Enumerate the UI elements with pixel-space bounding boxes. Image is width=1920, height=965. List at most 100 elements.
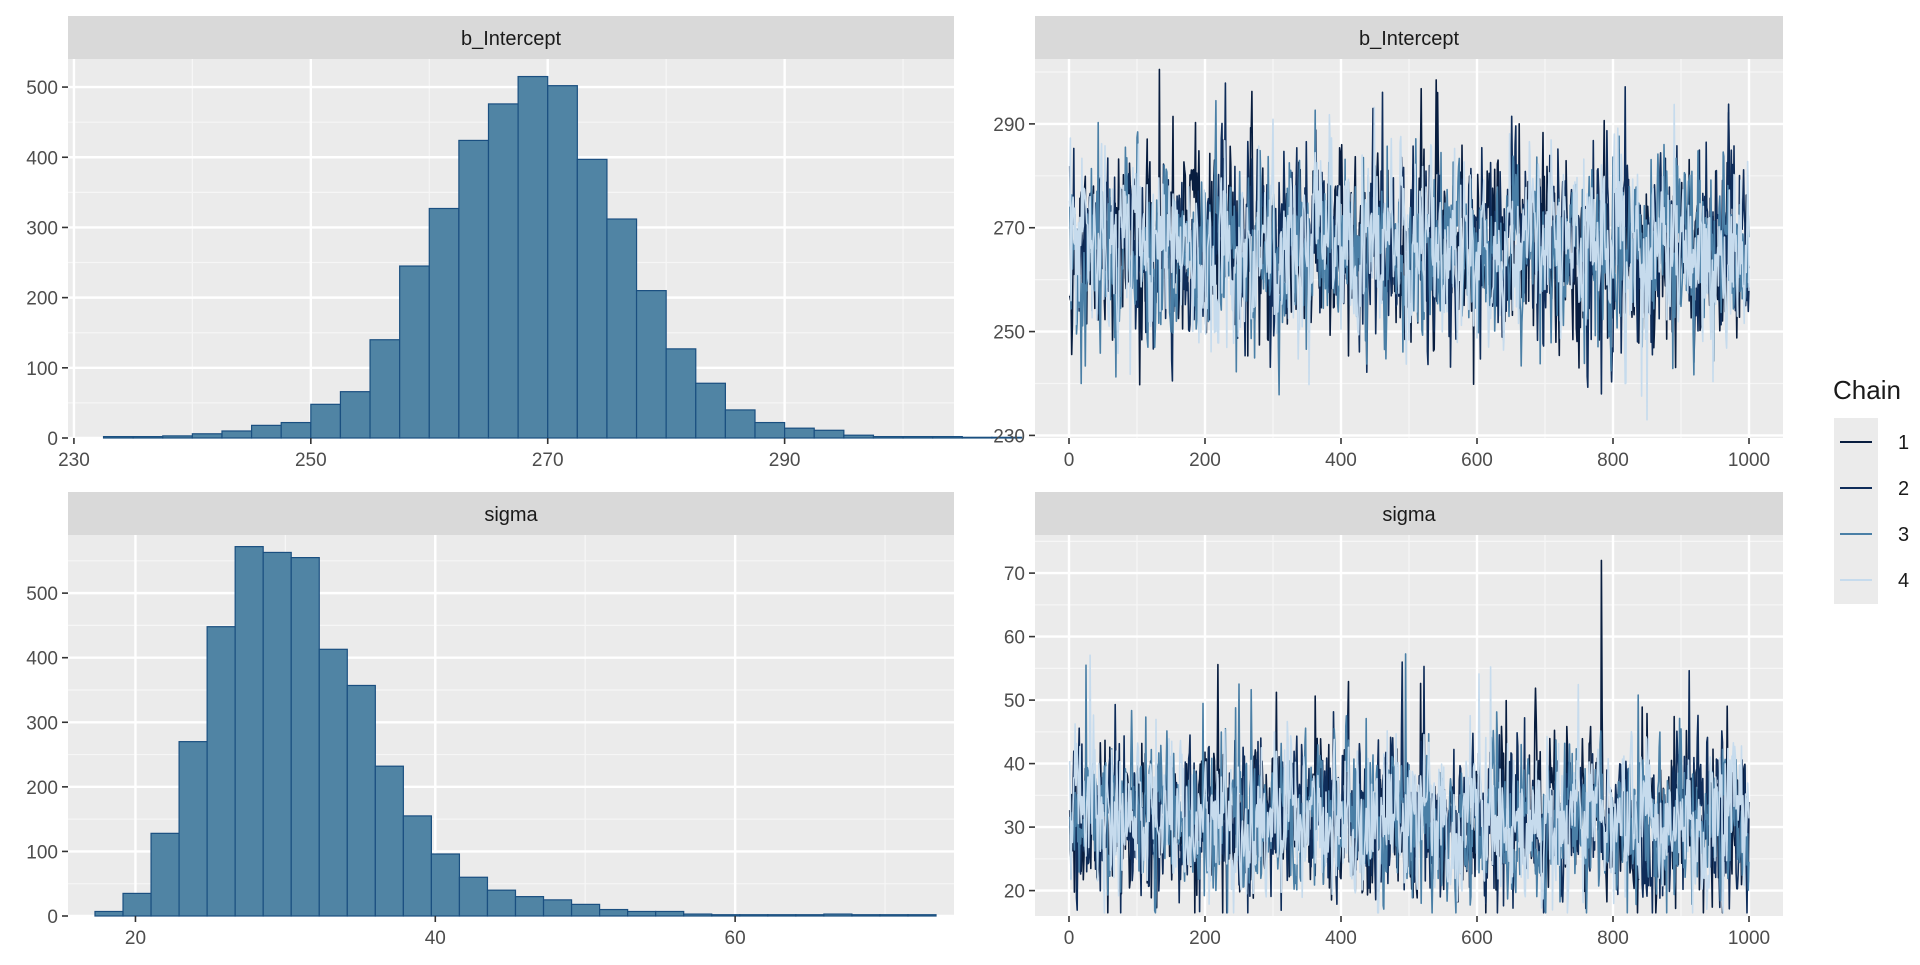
histogram-bar xyxy=(683,913,713,917)
y-tick-label: 40 xyxy=(1004,755,1025,776)
facet-label: b_Intercept xyxy=(1359,28,1460,50)
histogram-bar xyxy=(514,896,545,917)
x-tick-label: 600 xyxy=(1461,450,1493,471)
legend-label: 2 xyxy=(1898,478,1909,500)
histogram-bar xyxy=(132,435,164,439)
histogram-bar xyxy=(627,910,657,917)
trace-line-chain-4 xyxy=(1068,654,1750,914)
histogram-bar xyxy=(547,85,578,439)
histogram-bar xyxy=(290,557,320,917)
histogram-bar xyxy=(932,435,963,439)
y-tick-label: 60 xyxy=(1004,628,1025,649)
trace-lines xyxy=(1068,68,1750,421)
axes: 0 200 400 600 800 1000 20 30 40 50 60 70 xyxy=(1004,564,1770,949)
histogram-bar xyxy=(767,914,797,917)
trace-lines xyxy=(1068,559,1750,914)
histogram-bar xyxy=(606,218,638,439)
histogram-bar xyxy=(784,427,815,439)
histogram-bar xyxy=(150,832,180,917)
histogram-bar xyxy=(234,546,264,917)
histogram-bar xyxy=(339,391,371,439)
y-tick-label: 200 xyxy=(26,289,58,310)
histogram-bar xyxy=(458,139,490,439)
x-tick-label: 60 xyxy=(725,928,746,949)
legend: Chain 1 2 3 4 xyxy=(1833,375,1909,604)
facet-label: b_Intercept xyxy=(461,28,562,50)
legend-label: 4 xyxy=(1898,570,1909,592)
histogram-bar xyxy=(823,913,853,917)
histogram-bar xyxy=(711,914,741,917)
histogram-bar xyxy=(598,908,629,917)
histogram-bar xyxy=(813,429,845,439)
histogram-bar xyxy=(399,265,430,439)
x-tick-label: 400 xyxy=(1325,928,1357,949)
x-tick-label: 270 xyxy=(532,450,564,471)
histogram-bar xyxy=(542,899,573,917)
x-tick-label: 20 xyxy=(125,928,146,949)
histogram-bar xyxy=(851,914,881,917)
histogram-bars xyxy=(102,75,1023,439)
x-tick-label: 800 xyxy=(1597,450,1629,471)
histogram-bar xyxy=(430,853,461,917)
facet-label: sigma xyxy=(1382,504,1436,526)
y-tick-label: 100 xyxy=(26,842,58,863)
histogram-bars xyxy=(94,546,937,917)
axes: 230 250 270 290 0 100 200 300 400 500 xyxy=(26,78,800,471)
histogram-bar xyxy=(310,403,342,439)
y-tick-label: 270 xyxy=(993,219,1025,240)
y-tick-label: 500 xyxy=(26,78,58,99)
y-tick-label: 100 xyxy=(26,359,58,380)
histogram-bar xyxy=(280,421,312,439)
y-tick-label: 50 xyxy=(1004,691,1025,712)
histogram-bar xyxy=(695,382,726,439)
x-tick-label: 800 xyxy=(1597,928,1629,949)
histogram-bar xyxy=(724,409,756,439)
y-tick-label: 200 xyxy=(26,778,58,799)
histogram-bar xyxy=(991,436,1023,439)
y-tick-label: 300 xyxy=(26,218,58,239)
x-tick-label: 400 xyxy=(1325,450,1357,471)
facet-strip xyxy=(68,492,954,535)
histogram-bar xyxy=(428,207,460,439)
histogram-bar xyxy=(318,648,348,917)
y-tick-label: 70 xyxy=(1004,564,1025,585)
x-tick-label: 200 xyxy=(1189,450,1221,471)
x-tick-label: 1000 xyxy=(1728,450,1770,471)
histogram-bar xyxy=(402,815,432,917)
histogram-bar xyxy=(369,339,401,439)
histogram-bar xyxy=(94,910,124,917)
x-tick-label: 600 xyxy=(1461,928,1493,949)
y-tick-label: 300 xyxy=(26,713,58,734)
y-tick-label: 20 xyxy=(1004,882,1025,903)
x-tick-label: 200 xyxy=(1189,928,1221,949)
histogram-bar xyxy=(879,914,909,917)
panel-trace-b-intercept: b_Intercept 0 200 400 600 800 1000 230 250 270 29… xyxy=(993,16,1783,471)
histogram-bar xyxy=(843,434,875,439)
histogram-bar xyxy=(576,158,608,439)
axes: 0 200 400 600 800 1000 230 250 270 290 xyxy=(993,115,1770,471)
trace-line-chain-4 xyxy=(1068,103,1750,421)
facet-strip xyxy=(1035,16,1783,59)
legend-label: 1 xyxy=(1898,432,1909,454)
axes: 20 40 60 0 100 200 300 400 500 xyxy=(26,584,745,949)
histogram-bar xyxy=(739,914,769,917)
histogram-bar xyxy=(122,892,152,917)
y-tick-label: 0 xyxy=(47,429,58,450)
histogram-bar xyxy=(795,914,825,917)
y-tick-label: 250 xyxy=(993,323,1025,344)
y-tick-label: 230 xyxy=(993,426,1025,447)
x-tick-label: 290 xyxy=(769,450,801,471)
histogram-bar xyxy=(655,910,685,917)
histogram-bar xyxy=(102,435,134,439)
histogram-bar xyxy=(872,435,904,439)
histogram-bar xyxy=(374,765,404,917)
histogram-bar xyxy=(635,290,667,439)
histogram-bar xyxy=(250,424,282,439)
y-tick-label: 500 xyxy=(26,584,58,605)
histogram-bar xyxy=(206,626,236,917)
x-tick-label: 230 xyxy=(58,450,90,471)
histogram-bar xyxy=(262,551,292,917)
panel-trace-sigma: sigma 0 200 400 600 800 1000 20 30 40 50 60 70 xyxy=(1004,492,1783,949)
x-tick-label: 0 xyxy=(1064,928,1075,949)
